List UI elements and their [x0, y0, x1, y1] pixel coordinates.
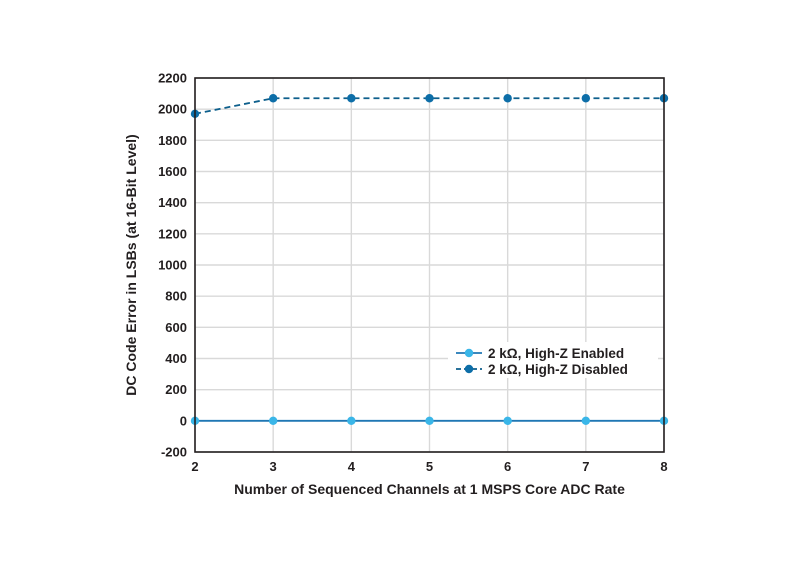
y-tick-label: 600: [165, 320, 187, 335]
y-tick-label: 800: [165, 289, 187, 304]
data-point: [503, 94, 512, 103]
y-tick-label: 1000: [158, 258, 187, 273]
series-0: [190, 416, 669, 426]
y-tick-label: 1600: [158, 164, 187, 179]
y-tick-label: 0: [180, 413, 187, 428]
series-1: [190, 94, 669, 119]
y-tick-label: 1800: [158, 133, 187, 148]
data-point: [268, 94, 278, 103]
x-tick-label: 7: [582, 459, 589, 474]
x-tick-label: 8: [660, 459, 667, 474]
x-tick-label: 2: [191, 459, 198, 474]
y-tick-label: 2200: [158, 71, 187, 86]
y-tick-label: 2000: [158, 102, 187, 117]
data-point: [503, 416, 512, 426]
y-tick-label: 1400: [158, 195, 187, 210]
x-tick-label: 4: [348, 459, 356, 474]
legend-swatch-marker: [464, 364, 474, 374]
y-axis-ticks: -200 0 200 400 600 800 1000 1200 1400 1600 1800 200…: [158, 71, 187, 460]
x-tick-label: 5: [426, 459, 433, 474]
plot-frame: [194, 77, 665, 453]
legend-box: [448, 342, 658, 378]
data-point: [425, 416, 434, 426]
series-layer: [190, 94, 669, 426]
y-tick-label: 400: [165, 351, 187, 366]
x-axis-label: Number of Sequenced Channels at 1 MSPS C…: [234, 481, 625, 497]
grid: [194, 77, 665, 453]
legend-swatch-marker: [464, 348, 474, 358]
x-tick-label: 6: [504, 459, 511, 474]
legend-label: 2 kΩ, High-Z Disabled: [488, 362, 628, 377]
legend-label: 2 kΩ, High-Z Enabled: [488, 346, 624, 361]
x-axis-ticks: 2 3 4 5 6 7 8: [191, 459, 667, 474]
data-point: [425, 94, 434, 103]
y-tick-label: 200: [165, 382, 187, 397]
data-point: [347, 416, 356, 426]
y-tick-label: 1200: [158, 226, 187, 241]
data-point: [581, 94, 591, 103]
y-tick-label: -200: [161, 445, 187, 460]
x-tick-label: 3: [270, 459, 277, 474]
y-axis-label: DC Code Error in LSBs (at 16-Bit Level): [123, 134, 139, 395]
data-point: [347, 94, 356, 103]
data-point: [581, 416, 591, 426]
data-point: [268, 416, 278, 426]
